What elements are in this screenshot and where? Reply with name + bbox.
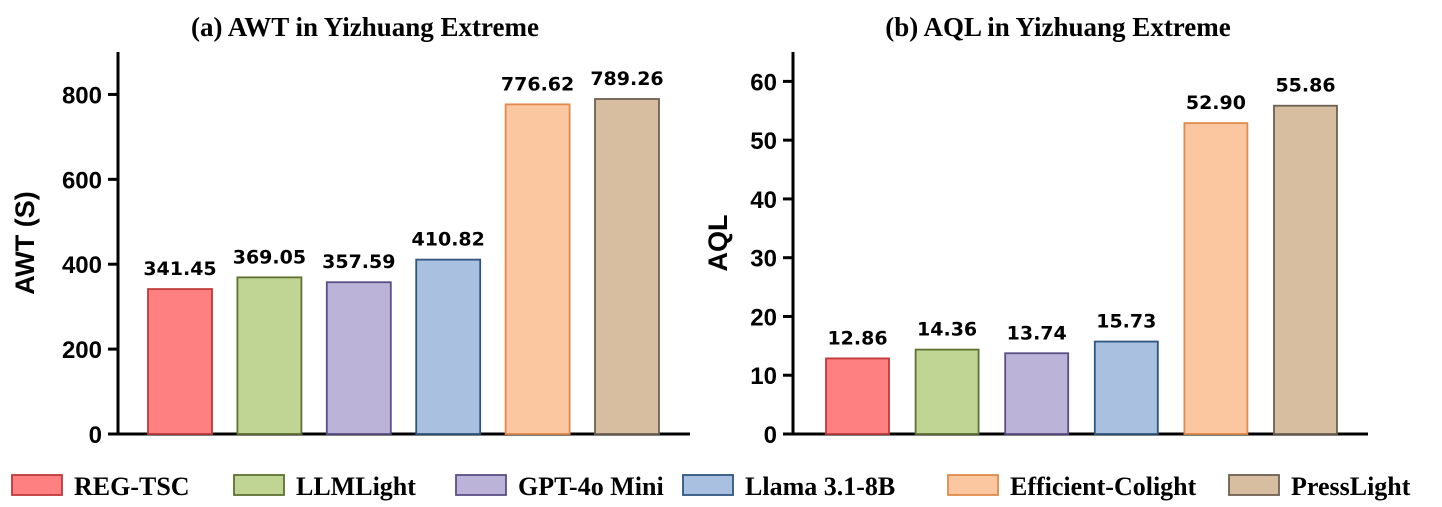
legend-label-4: Efficient-Colight xyxy=(1010,472,1197,501)
legend-label-3: Llama 3.1-8B xyxy=(745,472,895,501)
data-label-aql-0: 12.86 xyxy=(827,327,887,349)
bar-aql-3 xyxy=(1093,340,1159,435)
data-label-awt-4: 776.62 xyxy=(501,73,574,95)
chart-legend: REG-TSC LLMLight GPT-4o Mini Llama 3.1-8B Ef… xyxy=(11,472,1411,501)
data-label-awt-2: 357.59 xyxy=(322,251,395,273)
bar-awt-4 xyxy=(504,103,571,435)
bar-aql-5 xyxy=(1273,104,1338,435)
chart-title-aql: (b) AQL in Yizhuang Extreme xyxy=(885,12,1231,42)
chart-title-awt: (a) AWT in Yizhuang Extreme xyxy=(191,12,539,42)
data-label-aql-3: 15.73 xyxy=(1096,311,1156,333)
y-tick-label: 20 xyxy=(750,304,777,331)
bar-awt-0 xyxy=(147,288,213,435)
legend-swatch-3 xyxy=(682,474,734,496)
legend-swatch-0 xyxy=(11,474,63,496)
chart-panel-aql: (b) AQL in Yizhuang Extreme AQL 0 10 20 30 40 5… xyxy=(703,12,1368,449)
legend-swatch-2 xyxy=(455,474,507,496)
data-label-awt-1: 369.05 xyxy=(233,246,306,268)
y-tick-label: 0 xyxy=(764,422,777,449)
legend-swatch-1 xyxy=(233,474,285,496)
bar-awt-1 xyxy=(236,276,303,435)
chart-panel-awt: (a) AWT in Yizhuang Extreme AWT (S) 0 200 40… xyxy=(10,12,690,449)
bar-awt-2 xyxy=(325,281,392,435)
data-label-aql-1: 14.36 xyxy=(917,319,977,341)
bar-awt-3 xyxy=(415,258,482,435)
y-tick-label: 60 xyxy=(750,69,777,96)
y-tick-label: 600 xyxy=(62,167,102,194)
legend-label-5: PressLight xyxy=(1291,472,1411,501)
y-tick-label: 10 xyxy=(750,363,777,390)
y-tick-label: 400 xyxy=(62,252,102,279)
legend-label-0: REG-TSC xyxy=(74,472,190,501)
data-label-awt-0: 341.45 xyxy=(143,258,216,280)
legend-label-2: GPT-4o Mini xyxy=(518,472,664,501)
y-tick-label: 40 xyxy=(750,187,777,214)
y-tick-label: 50 xyxy=(750,128,777,155)
legend-swatch-5 xyxy=(1228,474,1280,496)
legend-swatch-4 xyxy=(947,474,999,496)
bar-awt-5 xyxy=(594,98,660,435)
y-axis-label-aql: AQL xyxy=(703,215,733,272)
y-tick-label: 0 xyxy=(89,422,102,449)
legend-label-1: LLMLight xyxy=(296,472,416,501)
y-axis-label-awt: AWT (S) xyxy=(10,191,40,294)
bar-aql-2 xyxy=(1004,352,1070,435)
y-tick-label: 800 xyxy=(62,82,102,109)
data-label-aql-5: 55.86 xyxy=(1275,75,1335,97)
bar-aql-4 xyxy=(1183,122,1249,435)
bar-aql-0 xyxy=(825,357,890,435)
y-tick-label: 30 xyxy=(750,246,777,273)
data-label-awt-3: 410.82 xyxy=(412,229,485,251)
bar-aql-1 xyxy=(914,348,980,435)
data-label-aql-4: 52.90 xyxy=(1186,92,1246,114)
data-label-awt-5: 789.26 xyxy=(590,68,663,90)
y-tick-label: 200 xyxy=(62,337,102,364)
data-label-aql-2: 13.74 xyxy=(1007,322,1067,344)
